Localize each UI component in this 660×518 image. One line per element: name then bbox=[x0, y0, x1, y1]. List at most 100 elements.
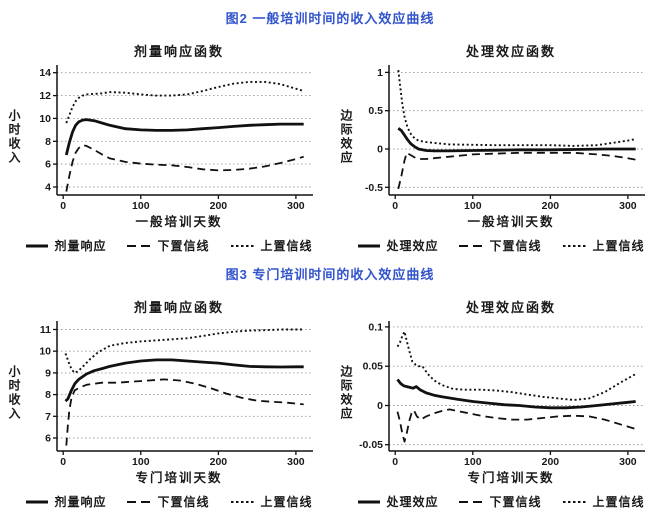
y-tick-label: 7 bbox=[45, 411, 51, 423]
legend-label: 处理效应 bbox=[386, 239, 439, 253]
series-line-dashed bbox=[396, 408, 636, 443]
y-tick-label: 1 bbox=[377, 67, 383, 79]
x-tick-label: 200 bbox=[210, 456, 228, 468]
panel-title: 剂量响应函数 bbox=[133, 300, 224, 315]
y-tick-label: 12 bbox=[39, 90, 51, 102]
legend-item: 下置信线 bbox=[458, 237, 541, 254]
dashed-line-icon bbox=[127, 500, 152, 503]
x-tick-label: 0 bbox=[392, 200, 398, 212]
y-tick-label: -0.05 bbox=[359, 439, 383, 451]
y-tick-label: 6 bbox=[45, 159, 51, 171]
legend-item: 剂量响应 bbox=[25, 493, 106, 510]
dotted-line-icon bbox=[562, 244, 587, 247]
legend: 处理效应 下置信线 上置信线 bbox=[337, 237, 655, 254]
y-axis-label: 小时收入 bbox=[7, 365, 21, 421]
legend-label: 上置信线 bbox=[592, 495, 645, 509]
x-tick-label: 200 bbox=[210, 200, 228, 212]
y-tick-label: 11 bbox=[40, 324, 51, 336]
legend-label: 下置信线 bbox=[489, 239, 542, 253]
solid-line-icon bbox=[358, 500, 381, 503]
solid-line-icon bbox=[358, 244, 381, 247]
legend-label: 上置信线 bbox=[592, 239, 645, 253]
plot-row: 边际效应 -0.05 0 0.05 0.1 0 100 200 300 bbox=[337, 317, 655, 469]
dotted-line-icon bbox=[230, 500, 255, 503]
dashed-line-icon bbox=[127, 244, 152, 247]
y-tick-label: 9 bbox=[45, 367, 51, 379]
legend-item: 处理效应 bbox=[357, 493, 438, 510]
figure-3-charts-row: 剂量响应函数 小时收入 6 7 8 9 10 11 0 100 200 300 专门培训天数 剂量… bbox=[0, 297, 660, 510]
legend-label: 剂量响应 bbox=[54, 239, 107, 253]
figure-2: 图2 一般培训时间的收入效应曲线 剂量响应函数 小时收入 4 6 8 10 12 14 0 1… bbox=[0, 8, 660, 254]
x-tick-label: 300 bbox=[287, 200, 305, 212]
y-tick-label: 6 bbox=[45, 433, 51, 445]
y-tick-label: 8 bbox=[45, 389, 51, 401]
legend-item: 上置信线 bbox=[562, 493, 645, 510]
legend-item: 上置信线 bbox=[562, 237, 645, 254]
x-tick-label: 100 bbox=[132, 200, 150, 212]
x-axis-label: 专门培训天数 bbox=[467, 471, 555, 485]
legend-label: 上置信线 bbox=[260, 239, 313, 253]
solid-line-icon bbox=[26, 500, 49, 503]
figure3-treatment-effect-panel: 处理效应函数 边际效应 -0.05 0 0.05 0.1 0 100 200 300 专门培训… bbox=[337, 297, 655, 510]
x-tick-label: 300 bbox=[619, 456, 637, 468]
series-line-dashed bbox=[397, 151, 636, 190]
figure3-dose-response-panel: 剂量响应函数 小时收入 6 7 8 9 10 11 0 100 200 300 专门培训天数 剂量… bbox=[5, 297, 323, 510]
figure2-dose-response-panel: 剂量响应函数 小时收入 4 6 8 10 12 14 0 100 200 300 一般培训天数 剂… bbox=[5, 41, 323, 254]
y-tick-label: 0.1 bbox=[368, 321, 383, 333]
legend-label: 下置信线 bbox=[157, 495, 210, 509]
legend-item: 上置信线 bbox=[230, 493, 313, 510]
legend: 处理效应 下置信线 上置信线 bbox=[337, 493, 655, 510]
dotted-line-icon bbox=[562, 500, 587, 503]
series-line-dotted bbox=[64, 328, 304, 374]
y-tick-label: 0 bbox=[377, 400, 383, 412]
series-line-dotted bbox=[396, 330, 637, 401]
treatment-effect-chart-general: -0.5 0 0.5 1 0 100 200 300 bbox=[365, 65, 645, 212]
series-line-solid bbox=[397, 127, 636, 153]
series-line-dotted bbox=[65, 80, 304, 124]
series-line-dotted bbox=[397, 69, 636, 147]
x-tick-label: 200 bbox=[542, 200, 560, 212]
legend-item: 下置信线 bbox=[458, 493, 541, 510]
y-tick-label: 10 bbox=[39, 346, 51, 358]
x-axis-label: 一般培训天数 bbox=[135, 215, 223, 229]
series-line-solid bbox=[64, 358, 304, 403]
figure-3: 图3 专门培训时间的收入效应曲线 剂量响应函数 小时收入 6 7 8 9 10 11 0 10… bbox=[0, 264, 660, 510]
figure-2-heading: 图2 一般培训时间的收入效应曲线 bbox=[225, 11, 435, 26]
legend: 剂量响应 下置信线 上置信线 bbox=[5, 493, 323, 510]
dose-response-chart-general: 4 6 8 10 12 14 0 100 200 300 bbox=[39, 65, 313, 212]
dashed-line-icon bbox=[459, 500, 484, 503]
series-line-dashed bbox=[65, 144, 304, 192]
y-tick-label: 0.5 bbox=[368, 105, 383, 117]
treatment-effect-chart-specific: -0.05 0 0.05 0.1 0 100 200 300 bbox=[359, 321, 645, 468]
y-tick-label: 0.05 bbox=[363, 361, 384, 373]
dose-response-chart-specific: 6 7 8 9 10 11 0 100 200 300 bbox=[39, 321, 313, 468]
x-tick-label: 200 bbox=[542, 456, 560, 468]
figure-2-charts-row: 剂量响应函数 小时收入 4 6 8 10 12 14 0 100 200 300 一般培训天数 剂… bbox=[0, 41, 660, 254]
plot-row: 小时收入 6 7 8 9 10 11 0 100 200 300 bbox=[5, 317, 323, 469]
dashed-line-icon bbox=[459, 244, 484, 247]
figure2-treatment-effect-panel: 处理效应函数 边际效应 -0.5 0 0.5 1 0 100 200 300 一般培训天数 处… bbox=[337, 41, 655, 254]
y-tick-label: 0 bbox=[377, 144, 383, 156]
x-tick-label: 300 bbox=[287, 456, 305, 468]
legend-item: 剂量响应 bbox=[25, 237, 106, 254]
series-line-dashed bbox=[65, 378, 304, 446]
x-tick-label: 300 bbox=[619, 200, 637, 212]
legend-label: 剂量响应 bbox=[54, 495, 107, 509]
legend: 剂量响应 下置信线 上置信线 bbox=[5, 237, 323, 254]
legend-label: 下置信线 bbox=[157, 239, 210, 253]
series-line-solid bbox=[64, 118, 304, 156]
x-tick-label: 0 bbox=[60, 200, 66, 212]
series-line-solid bbox=[396, 378, 636, 410]
legend-item: 下置信线 bbox=[126, 237, 209, 254]
y-tick-label: 10 bbox=[39, 113, 51, 125]
y-axis-label: 边际效应 bbox=[339, 365, 353, 421]
x-tick-label: 100 bbox=[132, 456, 150, 468]
plot-row: 边际效应 -0.5 0 0.5 1 0 100 200 300 bbox=[337, 61, 655, 213]
legend-item: 处理效应 bbox=[357, 237, 438, 254]
y-axis-label: 小时收入 bbox=[7, 109, 21, 165]
legend-label: 下置信线 bbox=[489, 495, 542, 509]
y-tick-label: 8 bbox=[45, 136, 51, 148]
plot-row: 小时收入 4 6 8 10 12 14 0 100 200 300 bbox=[5, 61, 323, 213]
dotted-line-icon bbox=[230, 244, 255, 247]
